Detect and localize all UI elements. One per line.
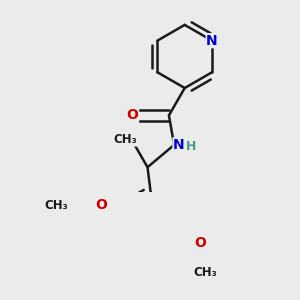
- Text: H: H: [186, 140, 197, 153]
- Text: O: O: [95, 198, 107, 212]
- Text: O: O: [194, 236, 206, 250]
- Text: CH₃: CH₃: [44, 199, 68, 212]
- Text: CH₃: CH₃: [114, 133, 137, 146]
- Text: O: O: [127, 108, 139, 122]
- Text: N: N: [173, 138, 185, 152]
- Text: N: N: [206, 34, 218, 48]
- Text: CH₃: CH₃: [193, 266, 217, 280]
